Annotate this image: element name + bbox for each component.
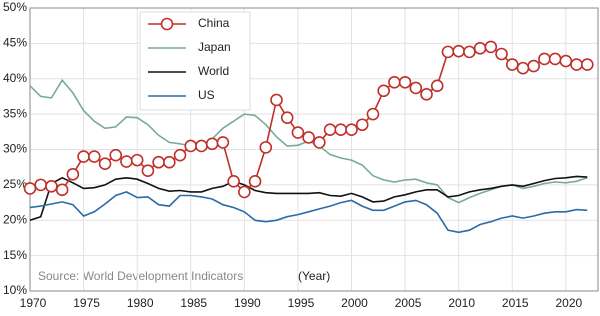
point-marker [184,139,198,153]
point-marker [580,58,594,71]
point-marker [152,155,165,169]
point-marker [291,126,305,139]
point-marker [173,148,187,162]
series-line [29,175,588,222]
x-tick-label: 1980 [127,296,154,310]
y-tick-label: 30% [3,142,27,156]
point-marker [248,175,262,188]
point-marker [516,61,530,75]
point-marker [345,123,358,136]
legend-marker [160,17,174,31]
point-marker [227,175,240,188]
legend-label: US [198,88,215,102]
point-marker [313,136,326,149]
point-marker [527,59,540,73]
point-marker [238,185,251,199]
y-tick-label: 50% [3,0,27,14]
y-tick-label: 35% [3,106,27,120]
point-marker [270,93,283,107]
point-marker [98,157,112,170]
point-marker [120,155,133,168]
point-marker [463,45,476,59]
point-marker [366,107,380,121]
point-marker [334,123,348,136]
point-marker [495,47,508,61]
series-line [29,191,588,234]
point-marker [109,148,123,162]
x-axis-title: (Year) [298,269,330,283]
y-tick-label: 45% [3,36,27,50]
point-marker [205,137,219,151]
point-marker [130,153,144,167]
point-marker [77,150,90,163]
y-tick-label: 40% [3,71,27,85]
point-marker [259,141,273,154]
point-marker [302,131,315,144]
y-tick-label: 20% [3,212,27,226]
point-marker [420,88,433,101]
x-tick-label: 1995 [288,296,315,310]
x-tick-label: 2020 [555,296,582,310]
point-marker [141,164,155,178]
point-marker [538,52,551,66]
point-marker [473,42,487,55]
legend-label: World [198,64,229,78]
legend-box [139,11,251,111]
point-marker [195,139,208,153]
x-tick-label: 1985 [180,296,207,310]
point-marker [484,40,498,54]
point-marker [323,123,337,136]
point-marker [23,182,37,195]
point-marker [216,136,230,149]
point-marker [570,58,583,71]
y-tick-label: 25% [3,177,27,191]
y-tick-label: 10% [3,283,27,297]
legend-label: Japan [198,40,231,54]
point-marker [34,178,48,192]
point-marker [452,44,465,58]
point-marker [55,183,69,197]
point-marker [548,52,562,66]
point-marker [163,155,176,169]
x-tick-label: 2005 [395,296,422,310]
x-tick-label: 2010 [448,296,475,310]
point-marker [559,54,573,68]
series-line [29,46,588,194]
plot-frame [29,7,599,292]
x-tick-label: 1970 [20,296,47,310]
point-marker [398,75,412,89]
legend-label: China [198,16,230,30]
point-marker [66,167,80,181]
point-marker [505,58,519,71]
point-marker [45,179,58,193]
source-note: Source: World Development Indicators [38,269,243,283]
point-marker [430,79,444,93]
point-marker [280,111,294,124]
point-marker [88,150,101,163]
point-marker [355,118,369,132]
point-marker [377,84,390,98]
y-tick-label: 15% [3,248,27,262]
x-tick-label: 2000 [341,296,368,310]
point-marker [441,45,455,59]
x-tick-label: 1990 [234,296,261,310]
point-marker [388,75,401,89]
x-tick-label: 1975 [73,296,100,310]
point-marker [409,81,423,95]
x-tick-label: 2015 [502,296,529,310]
